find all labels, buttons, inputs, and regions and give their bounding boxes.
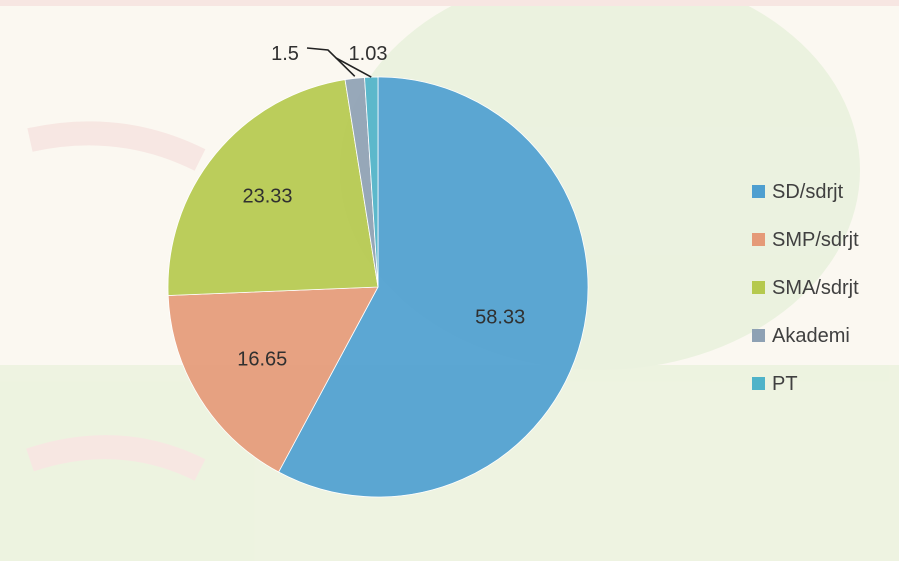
- legend-label-smp-sdrjt: SMP/sdrjt: [772, 229, 859, 251]
- pie-slice-smp-sdrjt: [167, 286, 379, 473]
- leader-line-pt: [335, 57, 372, 78]
- legend-swatch-akademi: [752, 329, 765, 342]
- legend-label-sma-sdrjt: SMA/sdrjt: [772, 277, 859, 299]
- pie-slice-sd-sdrjt: [278, 76, 589, 498]
- legend-swatch-sd-sdrjt: [752, 185, 765, 198]
- pie-slices: [167, 76, 589, 498]
- legend: SD/sdrjt SMP/sdrjt SMA/sdrjt Akademi PT: [752, 181, 859, 395]
- legend-swatch-sma-sdrjt: [752, 281, 765, 294]
- legend-label-pt: PT: [772, 373, 798, 395]
- pie-slice-sma-sdrjt: [167, 79, 379, 296]
- leader-line-akademi: [306, 47, 356, 77]
- data-labels: 58.33 16.65 23.33 1.5 1.03: [237, 43, 525, 370]
- legend-label-akademi: Akademi: [772, 325, 850, 347]
- data-label-akademi: 1.5: [271, 43, 299, 65]
- data-label-smp-sdrjt: 16.65: [237, 348, 287, 370]
- data-label-pt: 1.03: [349, 43, 388, 65]
- data-label-sma-sdrjt: 23.33: [243, 186, 293, 208]
- legend-swatch-pt: [752, 377, 765, 390]
- pie-slice-pt: [364, 76, 379, 288]
- legend-swatch-smp-sdrjt: [752, 233, 765, 246]
- data-label-sd-sdrjt: 58.33: [475, 307, 525, 329]
- legend-label-sd-sdrjt: SD/sdrjt: [772, 181, 844, 203]
